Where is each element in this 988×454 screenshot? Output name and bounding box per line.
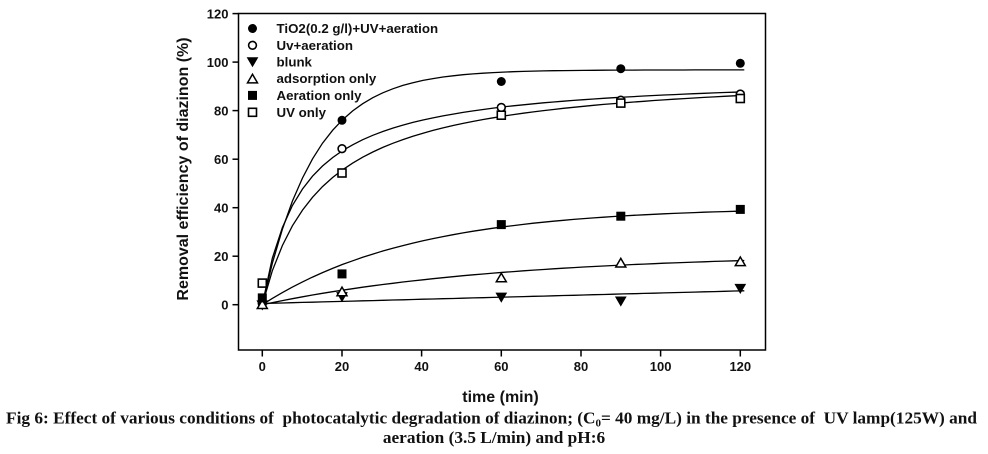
svg-text:time (min): time (min) (462, 389, 538, 406)
svg-text:120: 120 (729, 359, 751, 374)
svg-text:0: 0 (259, 359, 266, 374)
svg-text:120: 120 (207, 6, 229, 21)
svg-text:80: 80 (214, 103, 228, 118)
svg-text:0: 0 (221, 297, 228, 312)
svg-text:20: 20 (335, 359, 349, 374)
svg-text:Fig 6: Effect of various condi: Fig 6: Effect of various conditions of p… (6, 409, 977, 430)
svg-text:UV only: UV only (277, 105, 327, 120)
svg-text:40: 40 (414, 359, 428, 374)
svg-text:100: 100 (650, 359, 672, 374)
svg-text:aeration (3.5 L/min) and pH:6: aeration (3.5 L/min) and pH:6 (383, 428, 606, 447)
svg-text:80: 80 (574, 359, 588, 374)
svg-text:60: 60 (214, 152, 228, 167)
svg-text:Aeration only: Aeration only (277, 88, 363, 103)
svg-text:100: 100 (207, 55, 229, 70)
svg-text:blunk: blunk (277, 55, 313, 70)
svg-text:Removal efficiency of diazinon: Removal efficiency of diazinon (%) (175, 37, 192, 300)
svg-text:Uv+aeration: Uv+aeration (277, 38, 354, 53)
svg-text:20: 20 (214, 249, 228, 264)
svg-text:40: 40 (214, 200, 228, 215)
svg-text:adsorption only: adsorption only (277, 71, 377, 86)
svg-text:60: 60 (494, 359, 508, 374)
svg-text:TiO2(0.2 g/l)+UV+aeration: TiO2(0.2 g/l)+UV+aeration (277, 21, 439, 36)
